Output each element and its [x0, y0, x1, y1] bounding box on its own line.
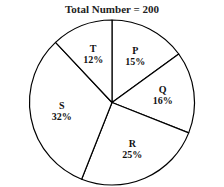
slice — [56, 20, 112, 103]
title: Total Number = 200 — [65, 3, 159, 15]
slice-value: 15% — [125, 56, 145, 67]
slice-value: 32% — [52, 111, 72, 122]
slice-value: 16% — [153, 95, 173, 106]
slice-category: Q — [159, 84, 167, 95]
slice-category: T — [90, 43, 97, 54]
slice-category: S — [59, 100, 65, 111]
slice-value: 25% — [122, 149, 142, 160]
slices — [30, 20, 195, 185]
slice-category: P — [132, 45, 138, 56]
chart: Total Number = 200 P15% Q16% R25% S32% T12% — [0, 0, 224, 187]
slice-value: 12% — [83, 54, 103, 65]
chart-container: Total Number = 200 P15% Q16% R25% S32% T12% — [0, 0, 224, 187]
slice — [30, 42, 113, 179]
slice-labels: P15% Q16% R25% S32% T12% — [52, 43, 173, 160]
slice-category: R — [129, 138, 137, 149]
